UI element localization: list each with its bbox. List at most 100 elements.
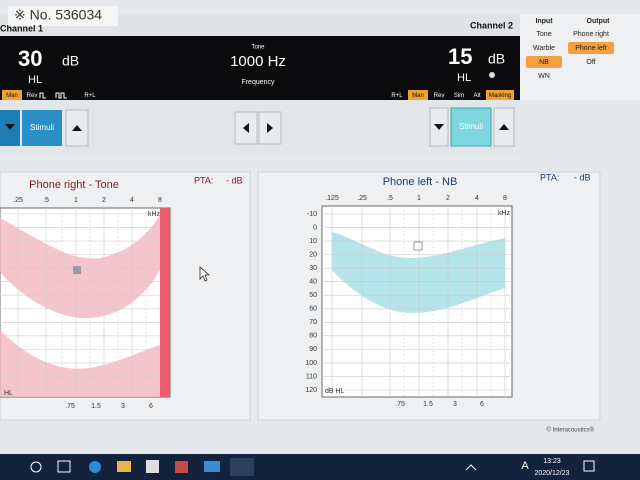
- stimuli-button[interactable]: [22, 110, 62, 146]
- app-icon[interactable]: [175, 461, 188, 473]
- edge-icon[interactable]: [89, 461, 101, 473]
- mode-button[interactable]: [388, 90, 406, 100]
- panel-title: Phone left - NB: [383, 176, 458, 188]
- tone-label: Tone: [251, 45, 265, 51]
- panel-title: Phone right - Tone: [29, 179, 119, 191]
- top-frequency: 8: [158, 197, 162, 204]
- input-option[interactable]: Warble: [533, 45, 555, 52]
- arrow-icon: [243, 123, 249, 133]
- red-strip: [160, 208, 170, 397]
- arrow-icon: [267, 123, 273, 133]
- mode-button[interactable]: [24, 90, 40, 100]
- mode-label: Man: [412, 93, 424, 99]
- y-tick-label: 50: [309, 292, 317, 299]
- top-frequency: 4: [130, 197, 134, 204]
- input-option[interactable]: NB: [539, 59, 549, 66]
- top-frequency: .125: [325, 195, 339, 202]
- hl-label: HL: [4, 390, 13, 397]
- output-option[interactable]: Off: [586, 59, 595, 66]
- header-strip: [0, 14, 520, 36]
- input-title: Input: [535, 18, 553, 25]
- frequency-caption: Frequency: [241, 79, 275, 86]
- pta-label: PTA:: [540, 172, 559, 182]
- unit: dB: [62, 53, 79, 69]
- marker: [73, 266, 81, 274]
- clock-date[interactable]: 2020/12/23: [534, 470, 569, 477]
- y-tick-label: -10: [307, 211, 317, 218]
- y-tick-label: 110: [306, 373, 317, 380]
- mode-button[interactable]: [430, 90, 448, 100]
- arrow-icon: [434, 124, 444, 130]
- mode-button[interactable]: [2, 90, 22, 100]
- unit: dB: [488, 51, 505, 67]
- channel-label: Channel 2: [470, 20, 513, 30]
- pta-value: - dB: [574, 172, 591, 182]
- mode-label: R+L: [391, 93, 403, 99]
- top-frequency: 1: [74, 197, 78, 204]
- top-frequency: 2: [102, 197, 106, 204]
- selected-option[interactable]: [568, 42, 614, 54]
- sticker: ※ No. 536034: [14, 7, 102, 23]
- notification-icon[interactable]: [583, 460, 595, 472]
- input-option[interactable]: Tone: [536, 31, 551, 38]
- channel1-buttons: Man Rev R+L: [2, 90, 98, 100]
- top-frequency: .25: [357, 195, 367, 202]
- khz: kHz: [148, 211, 161, 218]
- mode-label: Rev: [27, 93, 38, 99]
- bottom-frequency: .75: [65, 403, 75, 410]
- y-tick-label: 60: [309, 306, 317, 313]
- y-tick-label: 100: [305, 360, 317, 367]
- marker: [413, 241, 423, 251]
- mail-icon[interactable]: [204, 461, 220, 472]
- clock-time[interactable]: 13:23: [543, 458, 561, 465]
- sticker-bg: [8, 6, 118, 26]
- mode-label: R+L: [84, 93, 96, 99]
- masking-band: [0, 330, 160, 397]
- masking-band: [332, 232, 505, 314]
- cursor: [199, 266, 211, 282]
- mode-button[interactable]: [486, 90, 514, 100]
- bottom-frequency: .75: [395, 401, 405, 408]
- y-tick-label: 30: [309, 265, 317, 272]
- search-icon[interactable]: [30, 461, 42, 473]
- output-option[interactable]: Phone left: [575, 45, 607, 52]
- stimuli-button[interactable]: [450, 107, 492, 147]
- input-option[interactable]: WN: [538, 73, 550, 80]
- tray-icon[interactable]: [465, 464, 477, 471]
- top-frequency: 8: [503, 195, 507, 202]
- store-icon[interactable]: [146, 460, 159, 473]
- mode-label: Rev: [434, 93, 445, 99]
- taskview-icon[interactable]: [57, 460, 71, 473]
- top-frequency: 2: [446, 195, 450, 202]
- top-frequency: .5: [43, 197, 49, 204]
- channel-label: Channel 1: [0, 23, 43, 33]
- y-tick-label: 20: [309, 251, 317, 258]
- top-frequency: 1: [417, 195, 421, 202]
- y-tick-label: 90: [309, 346, 317, 353]
- level: 30: [18, 46, 42, 71]
- header-bar: [0, 36, 520, 100]
- y-tick-label: 80: [309, 333, 317, 340]
- pta-label: PTA:: [194, 175, 213, 185]
- indicator: [489, 72, 495, 78]
- hl: HL: [28, 74, 42, 86]
- mode-button[interactable]: [408, 90, 428, 100]
- mode-button[interactable]: [450, 90, 468, 100]
- ime[interactable]: A: [521, 460, 529, 472]
- mode-label: Man: [6, 93, 18, 99]
- arrow-icon: [499, 124, 509, 130]
- stimuli-label: Stimuli: [30, 123, 54, 132]
- khz: kHz: [498, 210, 511, 217]
- mode-label: Masking: [489, 93, 511, 99]
- axis-label: dB HL: [325, 388, 345, 395]
- y-tick-label: 0: [313, 224, 317, 231]
- top-frequency: 4: [475, 195, 479, 202]
- pulse-icon: [39, 92, 67, 99]
- explorer-icon[interactable]: [117, 461, 131, 472]
- mode-button[interactable]: [82, 90, 98, 100]
- mode-button[interactable]: [470, 90, 484, 100]
- selected-option[interactable]: [526, 56, 562, 68]
- output-option[interactable]: Phone right: [573, 31, 609, 38]
- active-app[interactable]: [230, 458, 254, 476]
